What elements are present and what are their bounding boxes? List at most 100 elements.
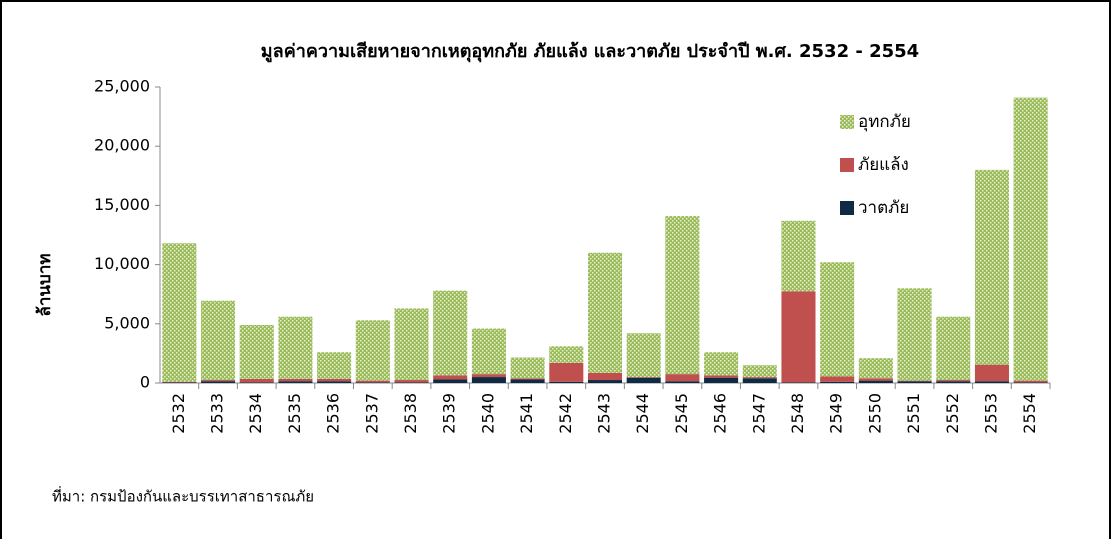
bar-segment [820, 262, 855, 377]
bar-segment [355, 320, 390, 381]
x-tick-label: 2533 [208, 393, 227, 434]
bar-segment [471, 328, 506, 375]
bar-segment [317, 381, 352, 383]
bar-segment [549, 346, 584, 363]
x-tick-label: 2540 [478, 393, 497, 434]
y-tick-label: 15,000 [94, 195, 150, 214]
bar-segment [278, 381, 313, 383]
bar-segment [936, 381, 971, 383]
legend-swatch [840, 115, 854, 129]
x-tick-label: 2536 [324, 393, 343, 434]
bar-segment [162, 382, 197, 383]
bar-segment [278, 316, 313, 379]
bar-segment [665, 216, 700, 375]
x-tick-label: 2543 [595, 393, 614, 434]
x-tick-label: 2552 [943, 393, 962, 434]
bar-segment [355, 382, 390, 383]
x-tick-label: 2535 [285, 393, 304, 434]
bar-segment [394, 382, 429, 383]
bar-segment [858, 378, 893, 381]
x-tick-label: 2532 [169, 393, 188, 434]
bar-segment [974, 381, 1009, 383]
bar-segment [704, 377, 739, 383]
bar-segment [239, 378, 274, 383]
legend-swatch [840, 158, 854, 172]
bar-segment [471, 377, 506, 383]
legend-label: ภัยแล้ง [858, 155, 909, 175]
x-tick-label: 2534 [246, 393, 265, 434]
x-tick-label: 2553 [981, 393, 1000, 434]
bar-segment [858, 380, 893, 383]
bar-segment [897, 288, 932, 381]
bar-segment [626, 377, 661, 383]
x-tick-label: 2544 [633, 393, 652, 434]
x-tick-label: 2550 [865, 393, 884, 434]
bar-segment [162, 243, 197, 382]
bar-segment [433, 379, 468, 383]
bar-segment [665, 381, 700, 383]
bar-segment [936, 380, 971, 382]
bar-segment [587, 252, 623, 373]
bar-segment [549, 381, 584, 383]
bar-segment [433, 290, 468, 376]
bar-segment [781, 382, 816, 383]
bar-segment [201, 381, 236, 383]
bar-segment [897, 381, 932, 383]
x-tick-label: 2541 [517, 393, 536, 434]
x-tick-label: 2539 [440, 393, 459, 434]
bar-segment [781, 220, 816, 292]
chart-title: มูลค่าความเสียหายจากเหตุอุทกภัย ภัยแล้ง … [261, 41, 919, 63]
bar-segment [162, 381, 197, 383]
bar-segment [1013, 380, 1048, 383]
bar-segment [510, 378, 545, 380]
legend-label: วาตภัย [858, 198, 909, 218]
bar-segment [239, 382, 274, 383]
bar-segment [278, 378, 313, 382]
bar-segment [549, 362, 584, 382]
bar-segment [781, 291, 816, 383]
y-tick-label: 20,000 [94, 136, 150, 155]
bar-segment [974, 364, 1009, 382]
bar-segment [1013, 382, 1048, 383]
bar-segment [587, 380, 623, 383]
bar-segment [510, 379, 545, 383]
bar-segment [201, 380, 236, 382]
x-tick-label: 2538 [401, 393, 420, 434]
bar-segment [317, 352, 352, 379]
bar-segment [587, 372, 623, 381]
bar-segment [433, 375, 468, 380]
bar-segment [704, 352, 739, 376]
bar-segment [820, 381, 855, 383]
bar-segment [201, 300, 236, 381]
bar-segment [665, 374, 700, 382]
y-tick-label: 5,000 [104, 313, 150, 332]
bar-segment [239, 324, 274, 379]
source-note: ที่มา: กรมป้องกันและบรรเทาสาธารณภัย [52, 486, 314, 506]
bar-segment [394, 308, 429, 381]
y-tick-label: 10,000 [94, 254, 150, 273]
bar-segment [742, 365, 777, 378]
bar-segment [510, 357, 545, 379]
bar-segment [471, 374, 506, 378]
bar-segment [1013, 97, 1048, 381]
x-tick-label: 2537 [362, 393, 381, 434]
bar-segment [355, 380, 390, 383]
bar-segment [974, 169, 1009, 365]
x-tick-label: 2551 [904, 393, 923, 434]
x-tick-label: 2549 [827, 393, 846, 434]
bar-segment [742, 377, 777, 379]
bar-segment [820, 376, 855, 382]
bar-segment [626, 377, 661, 378]
x-tick-label: 2542 [556, 393, 575, 434]
y-axis-label: ล้านบาท [35, 253, 55, 316]
bar-segment [742, 378, 777, 383]
x-tick-label: 2547 [749, 393, 768, 434]
bar-segment [394, 380, 429, 383]
y-tick-label: 25,000 [94, 77, 150, 96]
x-tick-label: 2546 [711, 393, 730, 434]
legend-label: อุทกภัย [858, 112, 911, 132]
bar-segment [897, 380, 932, 382]
bar-segment [317, 378, 352, 382]
